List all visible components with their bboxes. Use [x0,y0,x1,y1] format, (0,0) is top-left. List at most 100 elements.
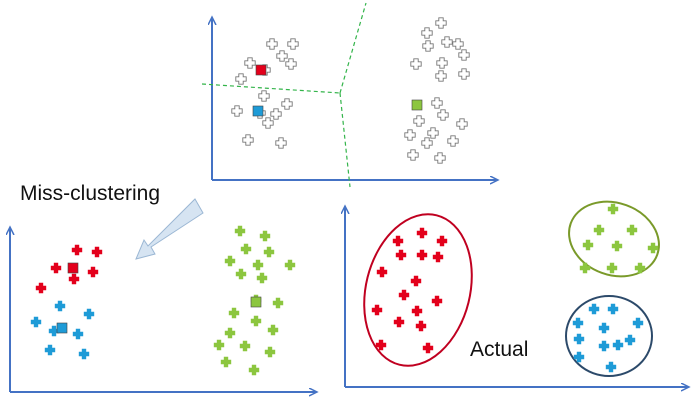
cluster-a-point [270,108,282,120]
cluster-a-point [276,50,288,62]
blue-group-point [598,322,610,334]
centroid-green-marker [411,99,423,111]
cluster-b-point [421,27,433,39]
green-group-point [259,230,271,242]
blue-group-point [44,344,56,356]
red-group-point [436,235,448,247]
cluster-b-point [447,135,459,147]
green-group-point [647,242,659,254]
red-group-point [375,339,387,351]
blue-group-point [607,303,619,315]
green-group-point [248,364,260,376]
initial-points [231,17,470,164]
blue-group-point [605,361,617,373]
cluster-b-point [410,58,422,70]
blue-group-point [612,339,624,351]
red-group-point [50,262,62,274]
red-group-point [71,244,83,256]
cluster-b-point [458,49,470,61]
boundary-upper [339,2,367,94]
cluster-b-point [431,97,443,109]
blue-group-point [54,300,66,312]
blue-group-point [573,333,585,345]
red-group-point [410,275,422,287]
transition-arrow [135,198,204,260]
red-group-point [422,342,434,354]
green-group-point [220,356,232,368]
actual-red-cluster-ellipse [363,213,473,367]
green-group-point [263,246,275,258]
cluster-b-point [437,109,449,121]
green-group-point [606,262,618,274]
red-group-point [68,273,80,285]
green-group-point [256,272,268,284]
cluster-b-point [456,118,468,130]
green-group-point [252,259,264,271]
red-group-point [91,246,103,258]
cluster-b-point [407,149,419,161]
cluster-a-point [242,134,254,146]
blue-group-point [72,328,84,340]
centroid-blue-marker [56,322,68,334]
blue-group-point [624,334,636,346]
blue-group-point [30,316,42,328]
cluster-b-point [458,68,470,80]
boundary-lower [339,92,351,188]
green-group-point [213,339,225,351]
cluster-b-point [435,70,447,82]
cluster-b-point [413,115,425,127]
red-group-point [416,227,428,239]
cluster-a-point [287,38,299,50]
boundary-left [201,83,341,94]
red-group-point [432,251,444,263]
cluster-a-point [235,73,247,85]
blue-group-point [588,303,600,315]
red-group-point [415,320,427,332]
blue-group-point [573,351,585,363]
cluster-a-point [244,57,256,69]
red-group-point [398,289,410,301]
red-group-point [392,235,404,247]
cluster-b-point [427,127,439,139]
green-group-point [272,297,284,309]
cluster-b-point [441,36,453,48]
centroid-red-marker [67,262,79,274]
actual-blue-cluster-ellipse [565,295,653,377]
actual-label: Actual [470,338,529,361]
initial-panel-background [201,0,501,190]
green-group-point [224,327,236,339]
green-group-point [267,324,279,336]
red-group-point [431,295,443,307]
centroid-blue-marker [252,105,264,117]
green-group-point [284,259,296,271]
blue-group-point [48,325,60,337]
green-group-point [240,243,252,255]
green-group-point [582,239,594,251]
blue-group-point [632,317,644,329]
green-group-point [250,315,262,327]
cluster-a-point [258,90,270,102]
actual-points [371,203,659,373]
centroid-red-marker [255,64,267,76]
green-group-point [235,268,247,280]
red-group-point [393,316,405,328]
green-group-point [626,224,638,236]
red-group-point [35,282,47,294]
cluster-a-point [231,105,243,117]
blue-group-point [572,317,584,329]
miss-clustering-label: Miss-clustering [20,182,161,205]
green-group-point [224,255,236,267]
blue-group-point [598,340,610,352]
cluster-b-point [404,129,416,141]
green-group-point [634,262,646,274]
cluster-a-point [275,137,287,149]
cluster-a-point [266,38,278,50]
green-group-point [228,307,240,319]
miss-clustering-points [30,225,296,376]
cluster-a-point [281,98,293,110]
cluster-a-point [262,117,274,129]
cluster-b-point [422,40,434,52]
red-group-point [371,304,383,316]
blue-group-point [83,308,95,320]
